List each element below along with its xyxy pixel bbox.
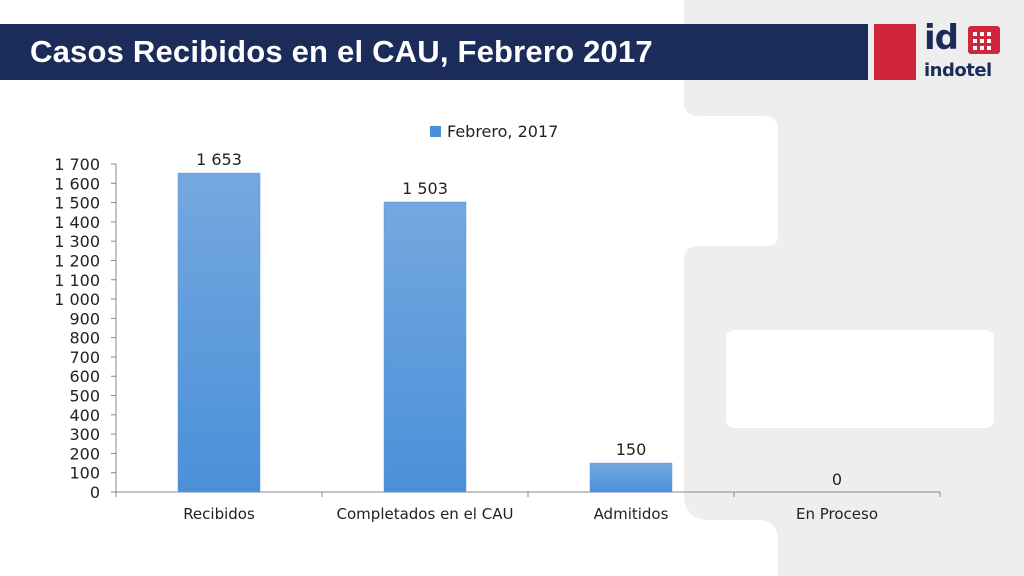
category-label: Completados en el CAU	[337, 505, 514, 523]
y-tick-label: 700	[69, 348, 100, 367]
y-tick-label: 400	[69, 406, 100, 425]
category-label: Recibidos	[183, 505, 255, 523]
y-tick-label: 1 500	[54, 194, 100, 213]
logo-grid-icon	[968, 26, 1000, 54]
y-tick-label: 1 200	[54, 251, 100, 270]
slide-title: Casos Recibidos en el CAU, Febrero 2017	[30, 34, 653, 69]
title-bar: Casos Recibidos en el CAU, Febrero 2017	[0, 24, 868, 80]
bar	[589, 462, 673, 493]
y-tick-label: 100	[69, 464, 100, 483]
indotel-logo: id indotel	[874, 18, 1004, 82]
logo-wordmark: indotel	[924, 60, 992, 81]
legend-label: Febrero, 2017	[447, 121, 559, 141]
data-label: 1 653	[196, 150, 242, 169]
data-label: 0	[832, 470, 842, 489]
bar	[177, 172, 261, 493]
data-label: 150	[616, 440, 647, 459]
legend-swatch	[430, 125, 441, 137]
y-tick-label: 1 100	[54, 271, 100, 290]
chart-legend: Febrero, 2017	[430, 121, 558, 141]
y-tick-label: 1 400	[54, 213, 100, 232]
y-tick-label: 200	[69, 444, 100, 463]
y-tick-label: 1 000	[54, 290, 100, 309]
y-tick-label: 500	[69, 387, 100, 406]
bar	[383, 201, 467, 493]
y-tick-label: 900	[69, 309, 100, 328]
logo-mark: id	[924, 18, 959, 58]
category-label: En Proceso	[796, 505, 878, 523]
y-tick-label: 1 700	[54, 155, 100, 174]
y-tick-label: 300	[69, 425, 100, 444]
category-label: Admitidos	[594, 505, 669, 523]
y-tick-label: 0	[90, 483, 100, 502]
data-label: 1 503	[402, 179, 448, 198]
y-tick-label: 800	[69, 329, 100, 348]
y-tick-label: 1 600	[54, 174, 100, 193]
y-tick-label: 600	[69, 367, 100, 386]
logo-red-block	[874, 24, 916, 80]
y-tick-label: 1 300	[54, 232, 100, 251]
